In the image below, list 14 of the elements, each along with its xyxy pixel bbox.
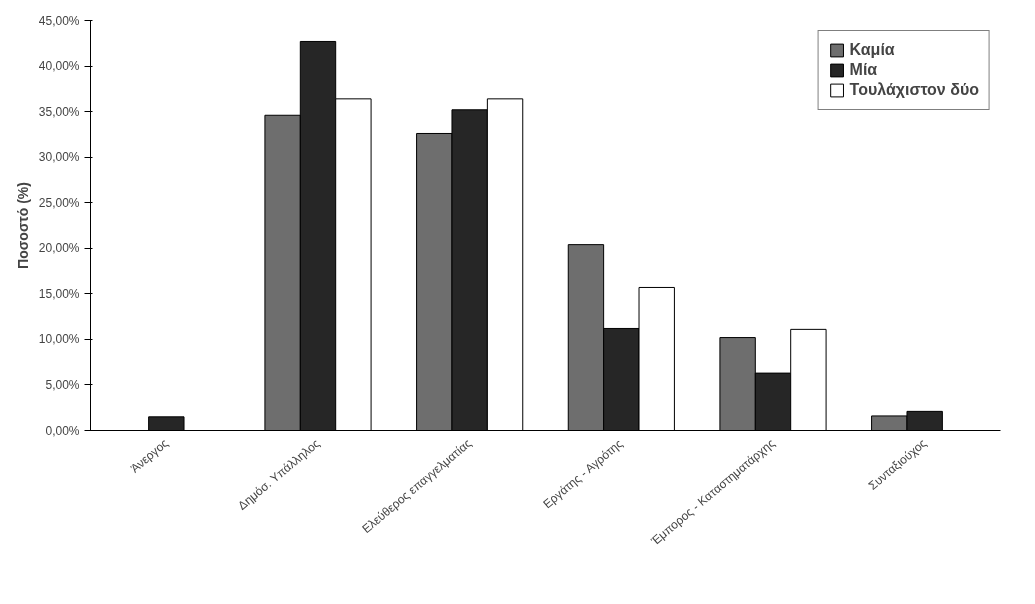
legend-label: Καμία (849, 41, 895, 59)
y-tick-label: 15,00% (38, 286, 80, 301)
y-tick-label: 45,00% (38, 13, 80, 28)
y-tick-label: 25,00% (38, 195, 80, 210)
y-tick-label: 0,00% (45, 423, 80, 438)
y-tick-label: 35,00% (38, 104, 80, 119)
y-tick-label: 40,00% (38, 59, 80, 74)
legend-label: Τουλάχιστον δύο (849, 81, 979, 99)
y-tick-label: 5,00% (45, 377, 80, 392)
legend-label: Μία (849, 61, 878, 79)
y-tick-label: 30,00% (38, 150, 80, 165)
y-axis-title: Ποσοστό (%) (14, 182, 31, 269)
y-tick-label: 20,00% (38, 241, 80, 256)
y-tick-label: 10,00% (38, 332, 80, 347)
